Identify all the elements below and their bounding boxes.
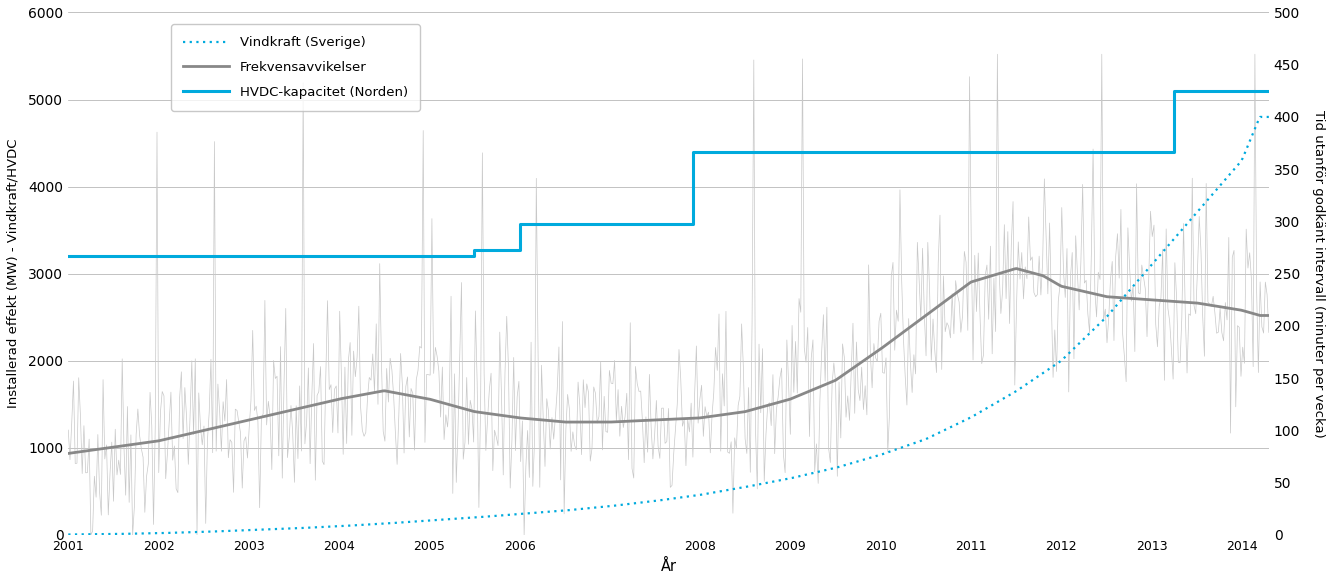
X-axis label: År: År <box>661 559 677 574</box>
Y-axis label: Tid utanför godkänt intervall (minuter per vecka): Tid utanför godkänt intervall (minuter p… <box>1312 110 1325 437</box>
Y-axis label: Installerad effekt (MW) - Vindkraft/HVDC: Installerad effekt (MW) - Vindkraft/HVDC <box>7 139 20 408</box>
Legend: Vindkraft (Sverige), Frekvensavvikelser, HVDC-kapacitet (Norden): Vindkraft (Sverige), Frekvensavvikelser,… <box>170 24 420 111</box>
